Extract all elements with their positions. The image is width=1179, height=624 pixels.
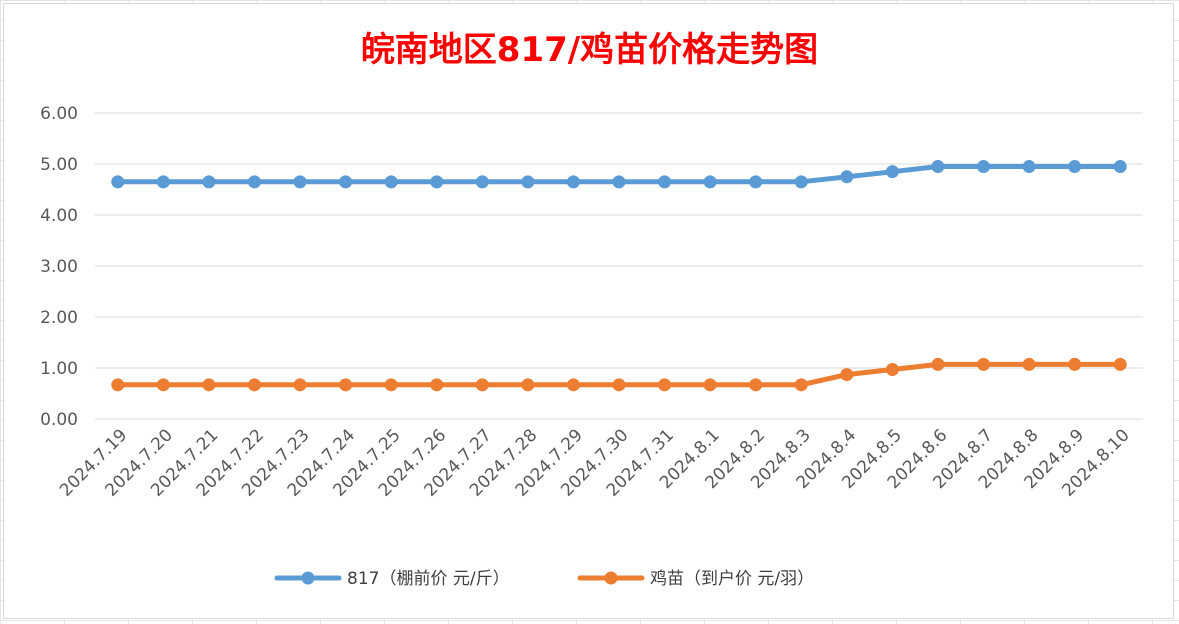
series-2-point	[885, 363, 899, 377]
series-1-point	[247, 175, 261, 189]
series-1-point	[794, 175, 808, 189]
series-1-point	[931, 160, 945, 174]
series-2-point	[612, 378, 626, 392]
series-1-point	[293, 175, 307, 189]
series-2-point	[794, 378, 808, 392]
legend-marker-1	[301, 571, 315, 585]
series-2-point	[840, 368, 854, 382]
series-2-point	[247, 378, 261, 392]
y-tick-label: 6.00	[40, 104, 78, 124]
y-tick-label: 0.00	[40, 410, 78, 430]
series-1-point	[840, 170, 854, 184]
y-tick-label: 2.00	[40, 308, 78, 328]
series-2-point	[749, 378, 763, 392]
series-2-point	[703, 378, 717, 392]
series-1-point	[658, 175, 672, 189]
y-tick-label: 5.00	[40, 155, 78, 175]
series-2-point	[566, 378, 580, 392]
series-1-point	[475, 175, 489, 189]
series-2-point	[977, 357, 991, 371]
series-1-point	[1113, 160, 1127, 174]
legend-marker-2	[604, 571, 618, 585]
series-2-point	[339, 378, 353, 392]
series-2-point	[475, 378, 489, 392]
legend-label-1: 817（棚前价 元/斤）	[347, 569, 510, 589]
series-2-point	[430, 378, 444, 392]
series-1-point	[111, 175, 125, 189]
chart-title: 皖南地区817/鸡苗价格走势图	[360, 30, 819, 70]
series-1-point	[977, 160, 991, 174]
series-2-point	[931, 357, 945, 371]
series-1-point	[612, 175, 626, 189]
y-tick-label: 1.00	[40, 359, 78, 379]
series-2-point	[1022, 357, 1036, 371]
series-1-point	[1022, 160, 1036, 174]
series-1-point	[703, 175, 717, 189]
series-1-point	[430, 175, 444, 189]
series-1-point	[885, 165, 899, 179]
series-1-point	[566, 175, 580, 189]
legend-label-2: 鸡苗（到户价 元/羽）	[650, 569, 814, 589]
series-1-point	[339, 175, 353, 189]
series-1-point	[384, 175, 398, 189]
series-1-point	[156, 175, 170, 189]
y-tick-label: 4.00	[40, 206, 78, 226]
series-2-point	[521, 378, 535, 392]
series-2-point	[202, 378, 216, 392]
chart-area[interactable]	[3, 3, 1174, 619]
series-1-point	[749, 175, 763, 189]
series-1-point	[521, 175, 535, 189]
series-2-point	[111, 378, 125, 392]
series-1-point	[202, 175, 216, 189]
series-2-point	[384, 378, 398, 392]
series-2-point	[1068, 357, 1082, 371]
series-2-point	[658, 378, 672, 392]
series-2-point	[156, 378, 170, 392]
y-tick-label: 3.00	[40, 257, 78, 277]
series-2-point	[293, 378, 307, 392]
series-1-point	[1068, 160, 1082, 174]
series-2-point	[1113, 357, 1127, 371]
